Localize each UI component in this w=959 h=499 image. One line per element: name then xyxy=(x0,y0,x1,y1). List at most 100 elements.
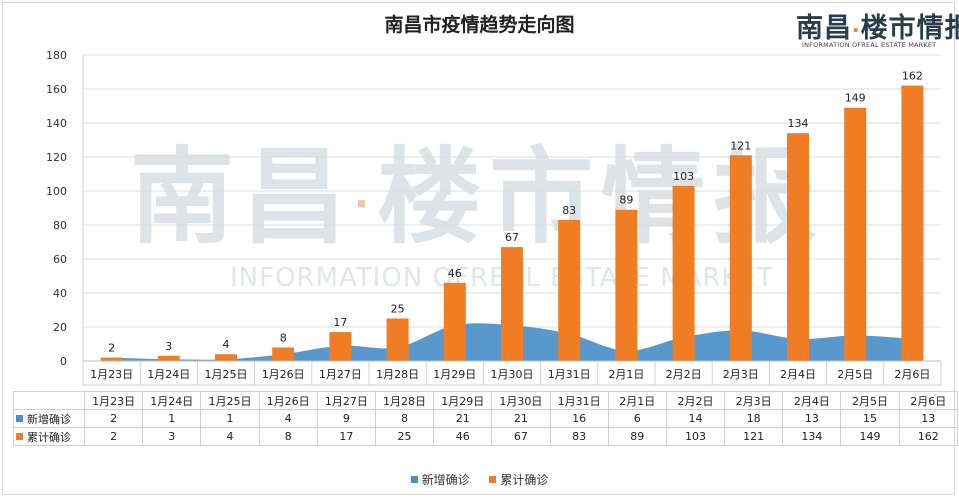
table-row-label: 新增确诊 xyxy=(13,409,85,428)
brand-logo-english: INFORMATION OFREAL ESTATE MARKET xyxy=(802,41,937,49)
table-row-label: 累计确诊 xyxy=(13,427,85,446)
table-cell: 4 xyxy=(258,409,318,428)
brand-logo: 南昌·楼市情报 INFORMATION OFREAL ESTATE MARKET xyxy=(796,13,959,49)
table-cell: 103 xyxy=(665,427,726,446)
table-header-cell: 1月29日 xyxy=(433,391,493,410)
table-cell: 121 xyxy=(724,427,784,446)
bar xyxy=(100,357,123,361)
y-tick-label: 0 xyxy=(60,355,67,368)
table-cell: 149 xyxy=(840,427,900,446)
x-tick-label: 2月6日 xyxy=(894,368,930,381)
bar xyxy=(615,209,638,361)
bar xyxy=(386,318,409,361)
bar xyxy=(558,219,581,361)
x-tick-label: 1月29日 xyxy=(433,368,476,381)
y-tick-label: 140 xyxy=(46,117,67,130)
bar-value-label: 2 xyxy=(108,342,115,355)
bar-value-label: 134 xyxy=(788,117,809,130)
y-tick-label: 60 xyxy=(53,253,67,266)
x-tick-label: 2月2日 xyxy=(666,368,702,381)
table-cell: 2 xyxy=(83,409,144,428)
data-table: 1月23日 1月24日 1月25日 1月26日 1月27日 1月28日 1月29日 1月30日… xyxy=(13,391,958,446)
table-header-cell: 1月26日 xyxy=(258,391,318,410)
x-tick-label: 2月5日 xyxy=(837,368,873,381)
x-tick-label: 2月3日 xyxy=(723,368,759,381)
legend-item[interactable]: 累计确诊 xyxy=(489,471,548,488)
x-tick-label: 2月1日 xyxy=(608,368,644,381)
table-header-row: 1月23日 1月24日 1月25日 1月26日 1月27日 1月28日 1月29日 1月30日… xyxy=(13,391,958,410)
series-swatch xyxy=(16,433,23,440)
y-tick-label: 20 xyxy=(53,321,67,334)
table-header-cell: 1月23日 xyxy=(83,391,144,410)
bar xyxy=(329,332,352,361)
bar-value-label: 162 xyxy=(902,70,923,83)
bar-value-label: 8 xyxy=(280,331,287,344)
legend: 新增确诊 累计确诊 xyxy=(0,471,959,488)
table-header-cell: 2月6日 xyxy=(898,391,958,410)
series-swatch xyxy=(16,415,23,422)
table-cell: 83 xyxy=(549,427,609,446)
bar-value-label: 3 xyxy=(165,340,172,353)
table-cell: 13 xyxy=(898,409,958,428)
y-tick-label: 160 xyxy=(46,83,67,96)
table-cell: 2 xyxy=(83,427,144,446)
bar xyxy=(901,85,924,361)
table-cell: 21 xyxy=(433,409,493,428)
table-header-cell: 2月4日 xyxy=(782,391,842,410)
bar-value-label: 103 xyxy=(673,170,694,183)
table-header-cell: 1月27日 xyxy=(316,391,376,410)
table-header-cell: 2月3日 xyxy=(724,391,784,410)
table-cell: 15 xyxy=(840,409,900,428)
table-cell: 8 xyxy=(374,409,435,428)
bar-value-label: 121 xyxy=(730,139,751,152)
table-cell: 18 xyxy=(724,409,784,428)
bar-value-label: 67 xyxy=(505,231,519,244)
table-cell: 9 xyxy=(316,409,376,428)
bar xyxy=(157,355,180,361)
bar-value-label: 25 xyxy=(391,303,405,316)
table-corner-cell xyxy=(13,391,85,410)
bar xyxy=(215,354,237,361)
table-cell: 67 xyxy=(491,427,551,446)
table-cell: 13 xyxy=(782,409,842,428)
table-header-cell: 2月2日 xyxy=(665,391,726,410)
bar xyxy=(729,155,752,361)
y-tick-label: 180 xyxy=(46,49,67,62)
x-tick-label: 1月27日 xyxy=(319,368,362,381)
x-tick-label: 1月26日 xyxy=(262,368,305,381)
table-cell: 162 xyxy=(898,427,958,446)
table-row: 累计确诊 2 3 4 8 17 25 46 67 83 89 103 121 134 149 162 xyxy=(13,427,958,446)
x-tick-label: 1月24日 xyxy=(147,368,190,381)
table-header-cell: 1月24日 xyxy=(142,391,202,410)
table-cell: 14 xyxy=(665,409,726,428)
table-row: 新增确诊 2 1 1 4 9 8 21 21 16 6 14 18 13 15 13 xyxy=(13,409,958,428)
x-tick-label: 1月31日 xyxy=(548,368,591,381)
table-header-cell: 1月25日 xyxy=(200,391,260,410)
table-header-cell: 1月30日 xyxy=(491,391,551,410)
bar xyxy=(443,282,466,361)
table-cell: 4 xyxy=(200,427,260,446)
table-header-cell: 1月31日 xyxy=(549,391,609,410)
table-header-cell: 1月28日 xyxy=(374,391,435,410)
table-cell: 25 xyxy=(374,427,435,446)
table-cell: 3 xyxy=(142,427,202,446)
x-tick-label: 1月25日 xyxy=(205,368,248,381)
bar xyxy=(787,133,809,361)
legend-item[interactable]: 新增确诊 xyxy=(410,471,470,488)
bar-value-label: 17 xyxy=(333,316,347,329)
y-tick-label: 40 xyxy=(53,287,67,300)
bar-value-label: 46 xyxy=(448,267,462,280)
table-cell: 17 xyxy=(316,427,376,446)
table-cell: 46 xyxy=(433,427,493,446)
x-tick-label: 1月28日 xyxy=(376,368,419,381)
bar-value-label: 83 xyxy=(562,204,576,217)
bar xyxy=(672,185,695,361)
table-cell: 21 xyxy=(491,409,551,428)
chart-title: 南昌市疫情趋势走向图 xyxy=(384,14,575,36)
table-cell: 89 xyxy=(607,427,667,446)
bar-value-label: 4 xyxy=(223,338,230,351)
bar-value-label: 149 xyxy=(845,92,866,105)
table-cell: 1 xyxy=(142,409,202,428)
bar-value-label: 89 xyxy=(619,194,633,207)
